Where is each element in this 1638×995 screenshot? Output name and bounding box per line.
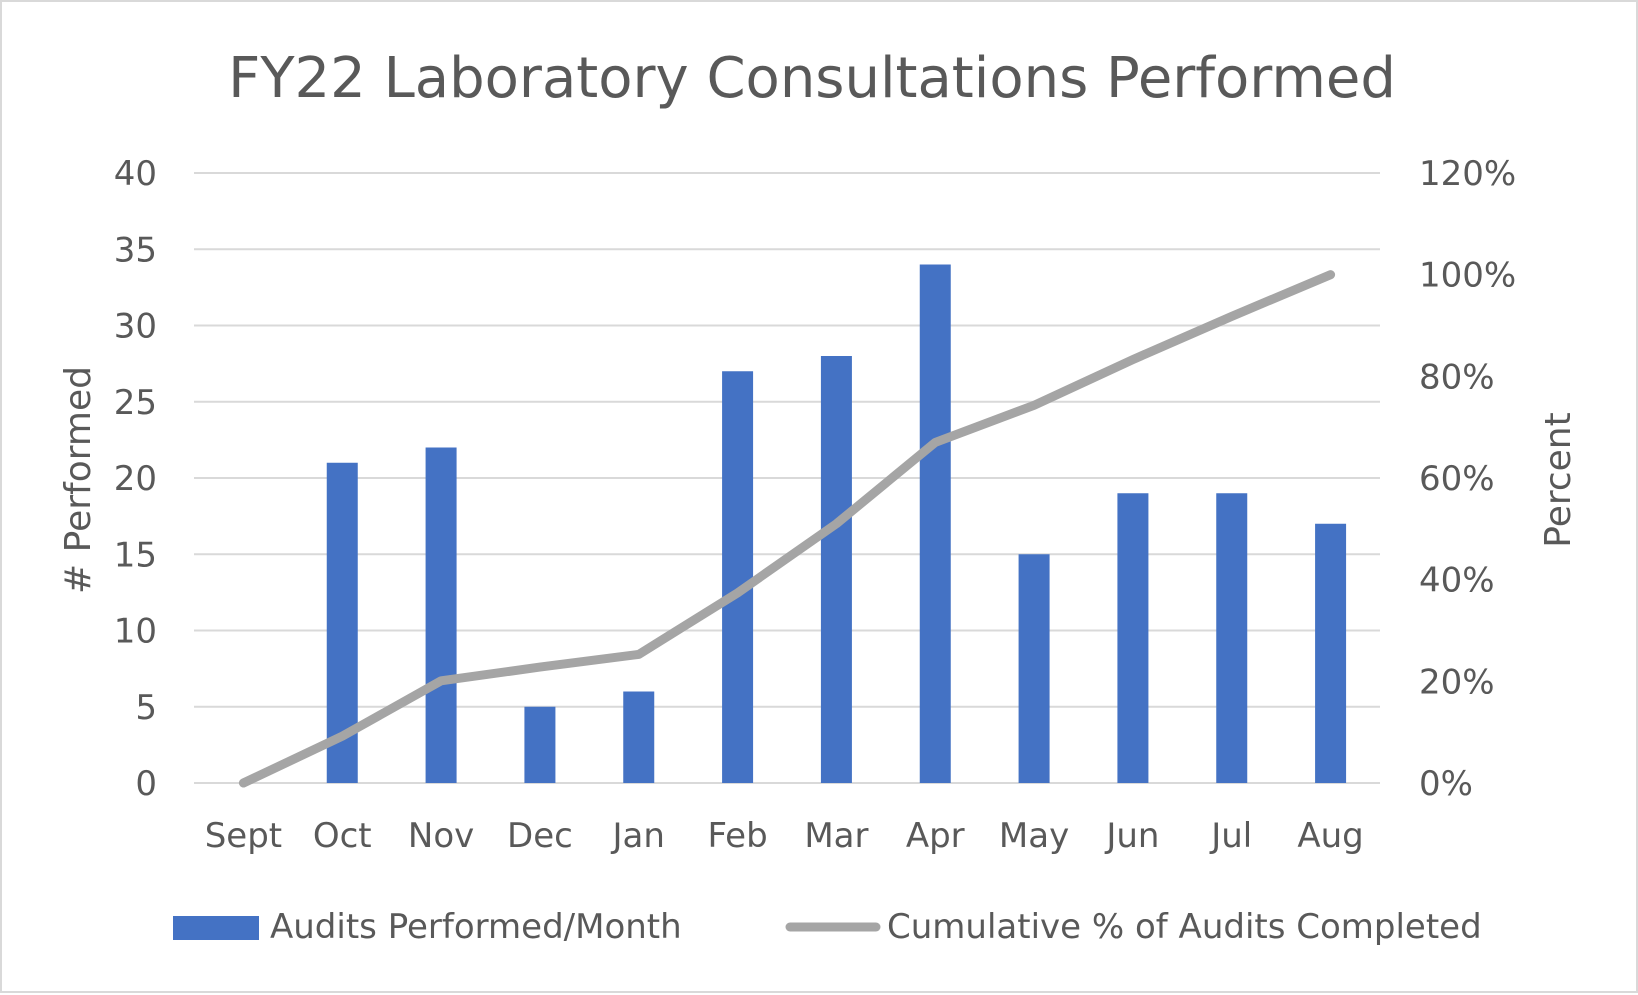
bar-feb [722,371,754,783]
y2-tick-label: 100% [1419,256,1516,296]
y-tick-label: 5 [135,688,157,728]
y2-tick-label: 80% [1419,357,1495,397]
line-series [238,270,1336,788]
bar-series [326,264,1347,783]
x-tick-label: Oct [313,816,372,856]
cumulative-line [238,270,1336,788]
y-tick-label: 30 [114,307,157,347]
x-tick-label: Dec [507,816,573,856]
y-tick-label: 35 [114,230,157,270]
x-tick-label: Jun [1104,816,1159,856]
y-tick-label: 10 [114,612,157,652]
x-tick-label: Apr [906,816,965,856]
bar-jun [1117,493,1149,783]
x-tick-label: Mar [804,816,868,856]
bar-aug [1315,523,1347,783]
gridlines [194,172,1380,784]
bar-may [1018,554,1050,783]
legend-bar-swatch [173,916,259,940]
x-tick-label: May [999,816,1069,856]
right-tick-labels: 0% 20% 40% 60% 80% 100% 120% [1419,154,1516,804]
y-tick-label: 40 [114,154,157,194]
y-tick-label: 0 [135,764,157,804]
x-tick-label: Feb [707,816,767,856]
x-tick-label: Jul [1209,816,1252,856]
y2-tick-label: 0% [1419,764,1473,804]
x-tick-label: Aug [1297,816,1363,856]
y-tick-label: 25 [114,383,157,423]
y2-axis-label: Percent [1538,412,1579,547]
bar-jul [1216,493,1248,783]
y2-tick-label: 120% [1419,154,1516,194]
y-tick-label: 15 [114,535,157,575]
bar-jan [623,691,655,783]
y-axis-label: # Performed [58,366,99,594]
y2-tick-label: 40% [1419,561,1495,601]
left-tick-labels: 0 5 10 15 20 25 30 35 40 [114,154,157,804]
bar-mar [820,356,852,783]
y2-tick-label: 60% [1419,459,1495,499]
x-tick-labels: Sept Oct Nov Dec Jan Feb Mar Apr May Jun Jul Aug [205,816,1364,856]
legend: Audits Performed/Month Cumulative % of A… [173,907,1482,947]
y-tick-label: 20 [114,459,157,499]
bar-nov [425,447,457,783]
y2-tick-label: 20% [1419,662,1495,702]
bar-dec [524,706,556,783]
legend-bar-label: Audits Performed/Month [270,907,682,947]
x-tick-label: Nov [408,816,474,856]
chart-title: FY22 Laboratory Consultations Performed [228,46,1396,111]
x-tick-label: Jan [611,816,665,856]
bar-apr [919,264,951,783]
legend-line-label: Cumulative % of Audits Completed [887,907,1482,947]
x-tick-label: Sept [205,816,282,856]
